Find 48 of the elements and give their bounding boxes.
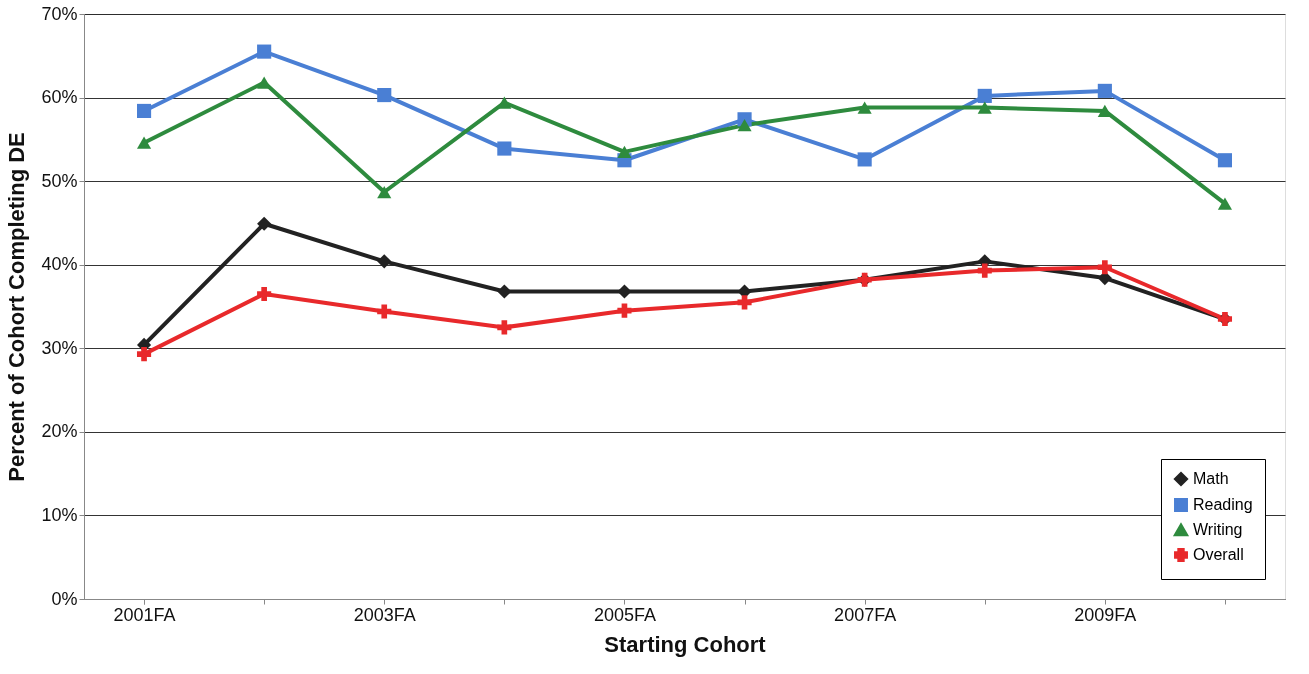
- legend-label: Overall: [1193, 546, 1244, 563]
- point: [737, 295, 752, 310]
- point: [617, 145, 632, 159]
- point: [1217, 197, 1233, 210]
- point: [1097, 260, 1112, 275]
- point: [1217, 153, 1233, 168]
- point: [377, 254, 392, 269]
- x-tick-label: 2009FA: [1074, 604, 1137, 625]
- y-tick-label: 40%: [41, 254, 78, 275]
- point: [497, 320, 512, 335]
- point: [377, 185, 392, 199]
- y-tick-label: 0%: [51, 588, 78, 609]
- point: [257, 216, 272, 231]
- point: [977, 88, 992, 103]
- point: [857, 101, 872, 114]
- point: [377, 304, 392, 319]
- legend-label: Reading: [1193, 496, 1253, 513]
- y-tick-label: 10%: [41, 504, 78, 525]
- y-tick-label: 70%: [41, 3, 78, 24]
- point: [136, 136, 152, 149]
- y-tick-label: 20%: [41, 421, 78, 442]
- y-axis-title: Percent of Cohort Completing DE: [4, 132, 30, 482]
- x-tick-label: 2005FA: [593, 604, 656, 625]
- legend-label: Math: [1193, 470, 1229, 487]
- y-tick-label: 30%: [41, 337, 78, 358]
- point: [737, 119, 752, 132]
- point: [617, 284, 632, 299]
- point: [257, 44, 272, 59]
- y-tick-label: 60%: [41, 87, 78, 108]
- y-tick-label: 50%: [41, 170, 78, 191]
- point: [977, 263, 992, 278]
- point: [977, 101, 992, 114]
- x-tick-label: 2007FA: [834, 604, 897, 625]
- point: [617, 303, 632, 318]
- point: [1097, 83, 1112, 98]
- point: [136, 347, 152, 362]
- point: [257, 286, 272, 302]
- x-axis-title: Starting Cohort: [604, 631, 767, 657]
- legend-label: Writing: [1193, 521, 1243, 538]
- x-tick-label: 2001FA: [113, 604, 176, 625]
- point: [857, 152, 872, 167]
- x-tick-label: 2003FA: [353, 604, 416, 625]
- point: [497, 284, 512, 299]
- point: [377, 87, 392, 103]
- point: [1097, 104, 1112, 118]
- point: [497, 141, 512, 156]
- point: [497, 96, 512, 109]
- point: [136, 103, 152, 119]
